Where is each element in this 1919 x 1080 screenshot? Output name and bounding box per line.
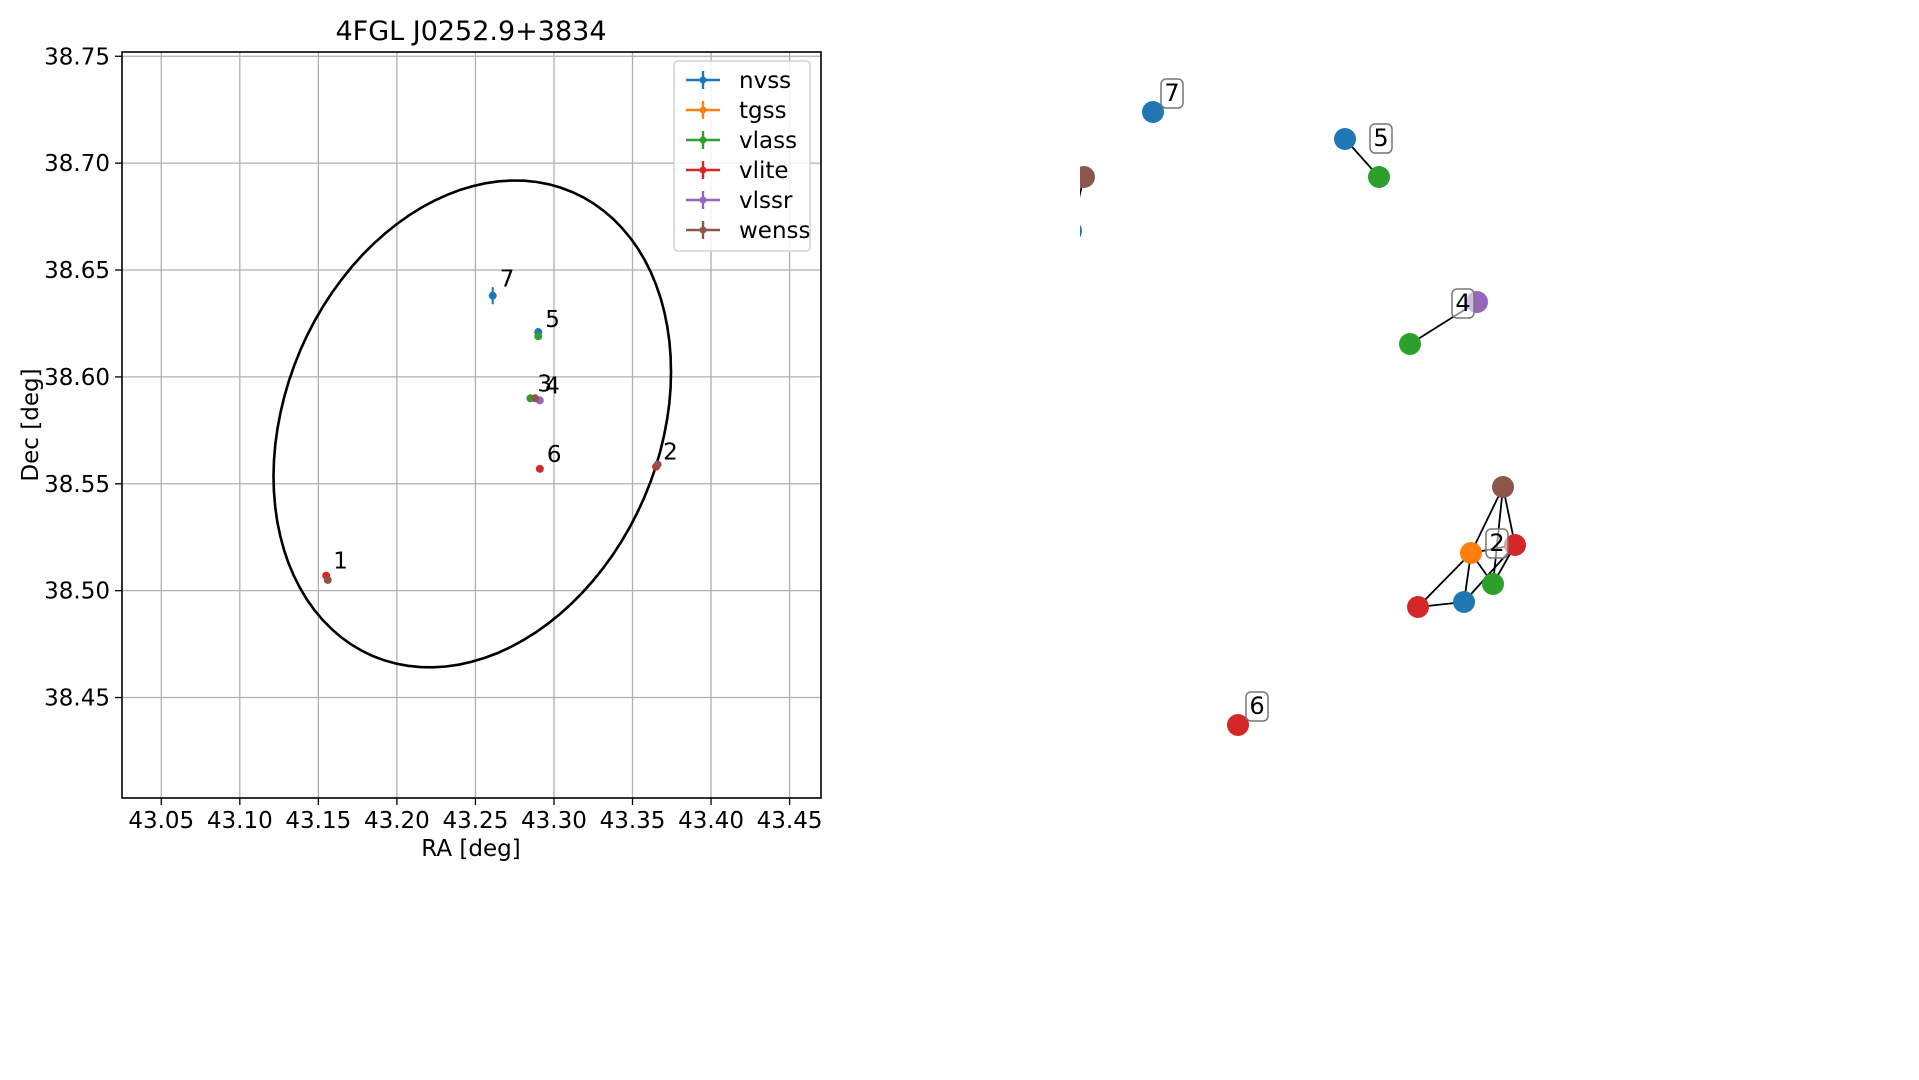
scatter-figure: 4FGL J0252.9+3834 1 2 34 5 6 7 43.05 43.10 43.1… (18, 16, 823, 862)
point-annotation: 3 (537, 371, 552, 397)
cluster-label-box (1245, 691, 1269, 722)
error-ellipse (272, 179, 673, 669)
graph-node-vlite (1407, 596, 1429, 618)
point-annotation: 4 (545, 373, 560, 399)
y-axis-ticks: 38.45 38.50 38.55 38.60 38.65 38.70 38.75 (44, 44, 122, 712)
legend-marker-tgss (699, 106, 707, 114)
x-axis-ticks: 43.05 43.10 43.15 43.20 43.25 43.30 43.35 43.40… (128, 798, 823, 834)
cluster-label-box (1160, 78, 1184, 109)
cluster-label: 6 (1249, 692, 1264, 720)
chart-title: 4FGL J0252.9+3834 (335, 16, 606, 47)
graph-node-wenss (1080, 166, 1095, 188)
point-annotation: 5 (545, 307, 560, 333)
x-tick-label: 43.25 (442, 808, 508, 834)
graph-node-nvss (1080, 224, 1082, 238)
plot-frame (121, 51, 822, 799)
legend-box (673, 60, 811, 252)
point-annotations: 1 2 34 5 6 7 (333, 267, 678, 575)
cluster-label: 5 (1373, 124, 1388, 152)
graph-node-vlass (1399, 333, 1421, 355)
grid-lines (122, 52, 821, 798)
cluster-label: 2 (1489, 529, 1504, 557)
cluster-label: 7 (1164, 79, 1179, 107)
vlite-point (535, 464, 544, 473)
vlass-point (534, 332, 543, 341)
legend-label-vlssr: vlssr (739, 188, 793, 214)
y-tick-label: 38.45 (44, 686, 110, 712)
x-tick-label: 43.40 (678, 808, 744, 834)
wenss-point (653, 460, 662, 469)
y-tick-label: 38.55 (44, 472, 110, 498)
x-axis-label: RA [deg] (421, 836, 520, 862)
graph-node-vlite (1227, 714, 1249, 736)
legend-marker-vlass (699, 136, 707, 144)
point-annotation: 1 (333, 549, 348, 575)
legend-label-wenss: wenss (739, 218, 811, 244)
x-tick-label: 43.45 (757, 808, 823, 834)
graph-node-nvss (1142, 101, 1164, 123)
x-tick-label: 43.35 (600, 808, 666, 834)
x-tick-label: 43.30 (521, 808, 587, 834)
y-tick-label: 38.65 (44, 258, 110, 284)
legend: nvss tgss vlass vlite vlssr wenss (673, 60, 811, 252)
legend-marker-vlssr (699, 196, 707, 204)
nvss-point (488, 291, 497, 300)
point-annotation: 6 (547, 442, 562, 468)
graph-nodes (1080, 101, 1526, 736)
wenss-point (323, 575, 332, 584)
graph-node-tgss (1460, 542, 1482, 564)
legend-marker-nvss (699, 76, 707, 84)
graph-edge (1470, 486, 1504, 554)
x-tick-label: 43.10 (207, 808, 273, 834)
graph-edge (1417, 552, 1472, 608)
data-points (322, 287, 662, 584)
graph-node-wenss (1492, 476, 1514, 498)
cluster-label-box (1369, 123, 1393, 154)
graph-edges (1080, 138, 1516, 608)
graph-node-vlass (1368, 166, 1390, 188)
legend-marker-vlite (699, 166, 707, 174)
point-annotation: 7 (500, 267, 515, 293)
graph-node-nvss (1334, 128, 1356, 150)
graph-node-nvss (1453, 591, 1475, 613)
legend-marker-wenss (699, 226, 707, 234)
legend-label-vlass: vlass (739, 128, 797, 154)
y-tick-label: 38.50 (44, 579, 110, 605)
point-annotation: 2 (663, 440, 678, 466)
graph-node-vlass (1482, 573, 1504, 595)
y-tick-label: 38.60 (44, 365, 110, 391)
graph-node-vlite (1504, 534, 1526, 556)
cluster-label-box (1451, 288, 1475, 319)
x-tick-label: 43.15 (285, 808, 351, 834)
y-tick-label: 38.75 (44, 44, 110, 70)
cluster-label-box (1485, 528, 1509, 559)
legend-label-vlite: vlite (739, 158, 789, 184)
legend-label-nvss: nvss (739, 68, 791, 94)
legend-label-tgss: tgss (739, 98, 787, 124)
y-tick-label: 38.70 (44, 151, 110, 177)
y-axis-label: Dec [deg] (18, 368, 44, 481)
localization-ellipse (272, 179, 673, 669)
x-tick-label: 43.20 (364, 808, 430, 834)
cluster-label: 4 (1455, 289, 1470, 317)
x-tick-label: 43.05 (128, 808, 194, 834)
wenss-point (531, 394, 540, 403)
